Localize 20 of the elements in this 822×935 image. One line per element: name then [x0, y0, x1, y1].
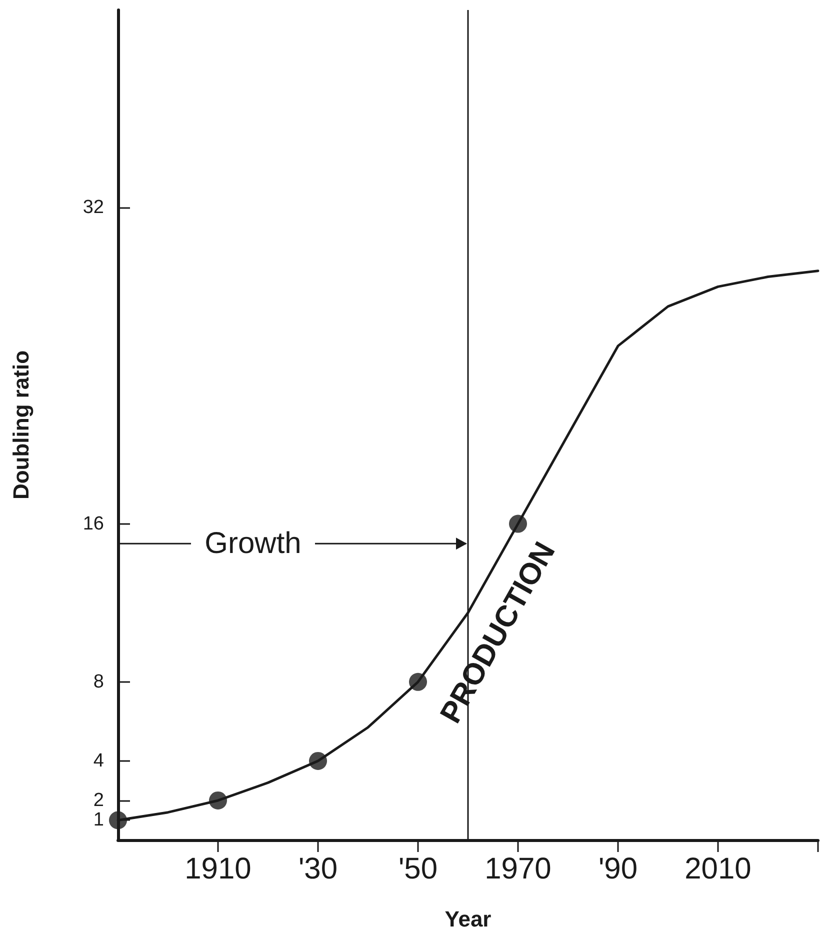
- x-tick-label: '30: [298, 852, 338, 886]
- y-tick-label: 1: [93, 810, 104, 831]
- point: [509, 514, 527, 533]
- x-tick-label: 1910: [184, 852, 252, 886]
- y-tick-label: 2: [93, 790, 104, 811]
- point: [109, 811, 127, 830]
- y-axis-title: Doubling ratio: [8, 350, 34, 500]
- x-tick-label: '50: [398, 852, 438, 886]
- x-tick-label: 1970: [484, 852, 552, 886]
- x-tick-label: 2010: [684, 852, 752, 886]
- y-tick-label: 8: [93, 671, 104, 692]
- y-tick-label: 4: [93, 750, 104, 772]
- annotation: Growth: [204, 527, 302, 560]
- point: [209, 791, 227, 810]
- y-tick-label: 16: [82, 513, 104, 534]
- point: [309, 752, 327, 770]
- point: [409, 672, 427, 691]
- x-tick-label: '90: [598, 852, 638, 886]
- y-tick-label: 32: [82, 197, 104, 218]
- x-axis-title: Year: [444, 906, 492, 932]
